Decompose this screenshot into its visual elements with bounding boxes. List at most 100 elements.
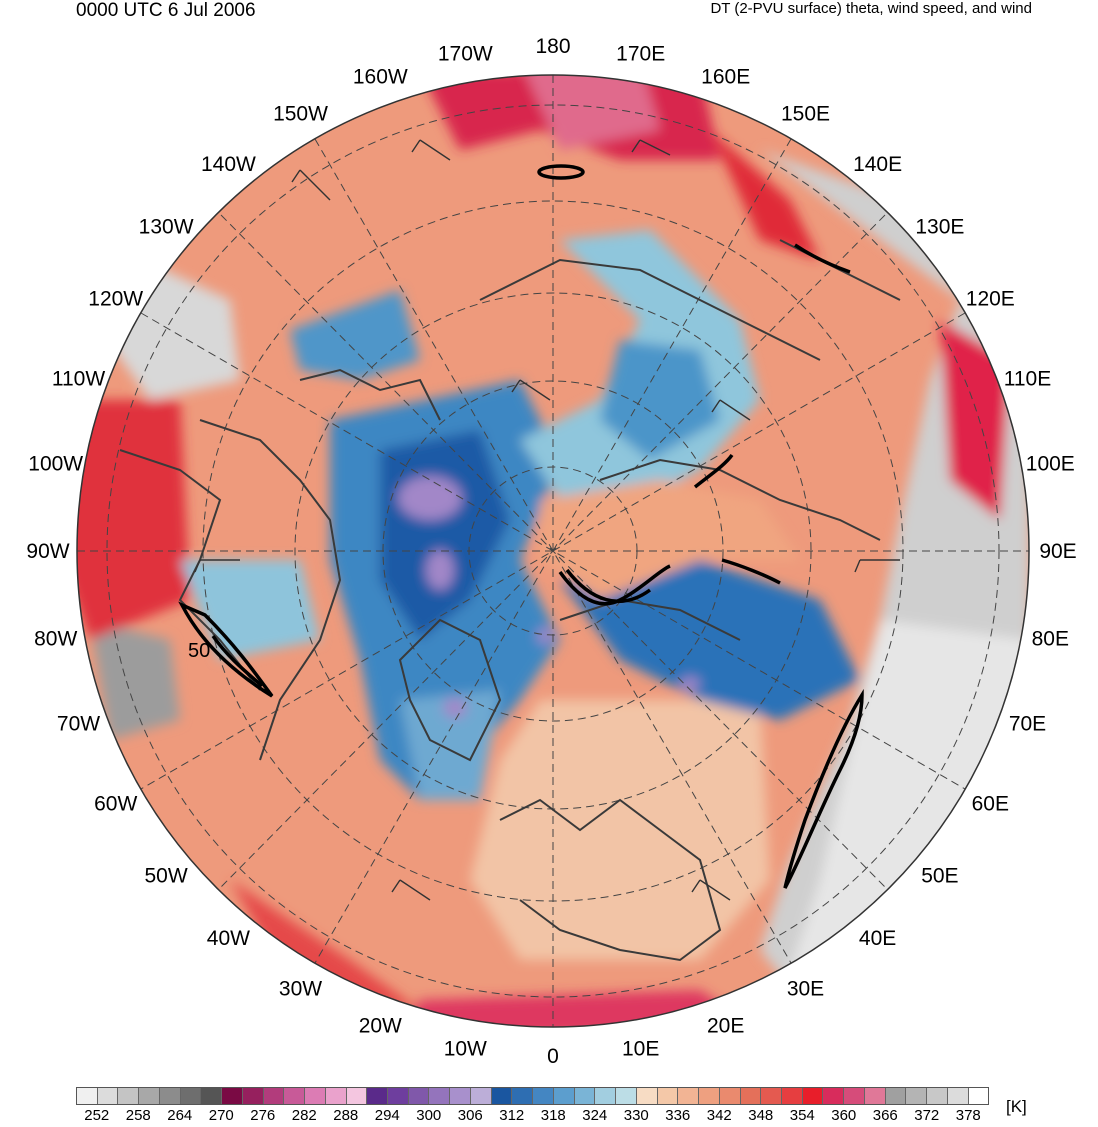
colorbar-swatch <box>533 1088 554 1104</box>
colorbar-swatch <box>159 1088 181 1104</box>
longitude-label: 50W <box>145 865 188 888</box>
colorbar-tick-label: 300 <box>416 1107 442 1124</box>
longitude-label: 60W <box>94 793 137 816</box>
colorbar <box>76 1087 989 1105</box>
longitude-label: 130W <box>139 215 194 238</box>
colorbar-tick-label: 348 <box>748 1107 774 1124</box>
colorbar-units: [K] <box>1006 1097 1027 1116</box>
colorbar-swatch <box>699 1088 720 1104</box>
graticule <box>77 75 1029 1027</box>
colorbar-swatch <box>823 1088 845 1104</box>
colorbar-swatch <box>242 1088 264 1104</box>
longitude-label: 150W <box>273 103 328 126</box>
longitude-label: 90W <box>26 540 69 563</box>
longitude-labels: 180 170E 160E 150E 140E 130E 120E 110E 100E 90E 80… <box>26 35 1076 1068</box>
colorbar-swatch <box>367 1088 389 1104</box>
colorbar-swatch <box>180 1088 202 1104</box>
longitude-label: 10W <box>444 1037 487 1060</box>
longitude-label: 170E <box>616 43 665 66</box>
colorbar-tick-label: 378 <box>955 1107 981 1124</box>
longitude-label: 20E <box>707 1015 744 1038</box>
colorbar-tick-label: 360 <box>831 1107 857 1124</box>
colorbar-swatch <box>657 1088 679 1104</box>
colorbar-tick-label: 264 <box>167 1107 193 1124</box>
longitude-label: 110E <box>1004 367 1052 390</box>
colorbar-tick-label: 324 <box>582 1107 608 1124</box>
colorbar-swatch <box>77 1088 98 1104</box>
longitude-label: 0 <box>547 1045 559 1068</box>
colorbar-swatch <box>408 1088 430 1104</box>
colorbar-swatch <box>595 1088 617 1104</box>
colorbar-tick-labels: 252 258 264 270 276 282 288 294 300 306 312 318 324 3… <box>76 1107 989 1127</box>
colorbar-tick-label: 342 <box>706 1107 732 1124</box>
colorbar-swatch <box>346 1088 368 1104</box>
colorbar-tick-label: 312 <box>499 1107 525 1124</box>
colorbar-tick-label: 354 <box>789 1107 815 1124</box>
colorbar-tick-label: 282 <box>291 1107 317 1124</box>
longitude-label: 100W <box>28 452 83 475</box>
colorbar-swatch <box>201 1088 223 1104</box>
colorbar-tick-label: 258 <box>125 1107 151 1124</box>
colorbar-swatch <box>864 1088 886 1104</box>
colorbar-tick-label: 252 <box>84 1107 110 1124</box>
longitude-label: 120E <box>966 288 1015 311</box>
colorbar-swatch <box>947 1088 969 1104</box>
longitude-label: 160E <box>701 66 750 89</box>
field-description-label: DT (2-PVU surface) theta, wind speed, an… <box>710 0 1032 17</box>
longitude-label: 140W <box>201 153 256 176</box>
longitude-label: 70W <box>57 713 100 736</box>
colorbar-swatch <box>97 1088 119 1104</box>
longitude-label: 40W <box>207 927 250 950</box>
longitude-label: 20W <box>359 1015 402 1038</box>
colorbar-swatch <box>616 1088 637 1104</box>
colorbar-swatch <box>719 1088 741 1104</box>
colorbar-swatch <box>284 1088 306 1104</box>
longitude-label: 180 <box>535 35 570 58</box>
colorbar-swatch <box>450 1088 471 1104</box>
colorbar-swatch <box>325 1088 347 1104</box>
colorbar-swatch <box>906 1088 928 1104</box>
colorbar-swatch <box>802 1088 824 1104</box>
colorbar-swatch <box>927 1088 948 1104</box>
longitude-label: 60E <box>972 793 1009 816</box>
jet-contours <box>178 164 864 889</box>
colorbar-swatch <box>470 1088 492 1104</box>
colorbar-tick-label: 288 <box>333 1107 359 1124</box>
map-boundary <box>76 74 1030 1028</box>
colorbar-swatch <box>139 1088 160 1104</box>
colorbar-tick-label: 270 <box>208 1107 234 1124</box>
colorbar-swatch <box>761 1088 782 1104</box>
colorbar-swatch <box>118 1088 140 1104</box>
longitude-label: 80E <box>1032 628 1069 651</box>
colorbar-swatch <box>388 1088 409 1104</box>
longitude-label: 110W <box>52 367 105 390</box>
longitude-label: 30E <box>787 977 824 1000</box>
colorbar-tick-label: 294 <box>374 1107 400 1124</box>
longitude-label: 140E <box>853 153 902 176</box>
longitude-label: 100E <box>1026 452 1075 475</box>
colorbar-tick-label: 306 <box>457 1107 483 1124</box>
colorbar-tick-label: 366 <box>872 1107 898 1124</box>
longitude-label: 30W <box>279 977 322 1000</box>
longitude-label: 10E <box>622 1037 659 1060</box>
longitude-label: 160W <box>353 66 408 89</box>
colorbar-swatch <box>553 1088 575 1104</box>
colorbar-swatch <box>740 1088 762 1104</box>
colorbar-swatch <box>222 1088 243 1104</box>
valid-time-label: 0000 UTC 6 Jul 2006 <box>76 0 256 21</box>
colorbar-tick-label: 372 <box>914 1107 940 1124</box>
colorbar-tick-label: 318 <box>540 1107 566 1124</box>
longitude-label: 90E <box>1039 540 1076 563</box>
polar-map: 50 180 170E 160E 150E 140E 130E 120E 110E 100E 90… <box>26 35 1076 1068</box>
colorbar-swatch <box>781 1088 803 1104</box>
colorbar-swatch <box>844 1088 865 1104</box>
longitude-label: 120W <box>88 288 143 311</box>
colorbar-tick-label: 330 <box>623 1107 649 1124</box>
colorbar-swatch <box>968 1088 989 1104</box>
colorbar-swatch <box>491 1088 513 1104</box>
colorbar-tick-label: 336 <box>665 1107 691 1124</box>
longitude-label: 150E <box>781 103 830 126</box>
colorbar-swatch <box>885 1088 907 1104</box>
colorbar-tick-label: 276 <box>250 1107 276 1124</box>
longitude-label: 170W <box>438 43 493 66</box>
